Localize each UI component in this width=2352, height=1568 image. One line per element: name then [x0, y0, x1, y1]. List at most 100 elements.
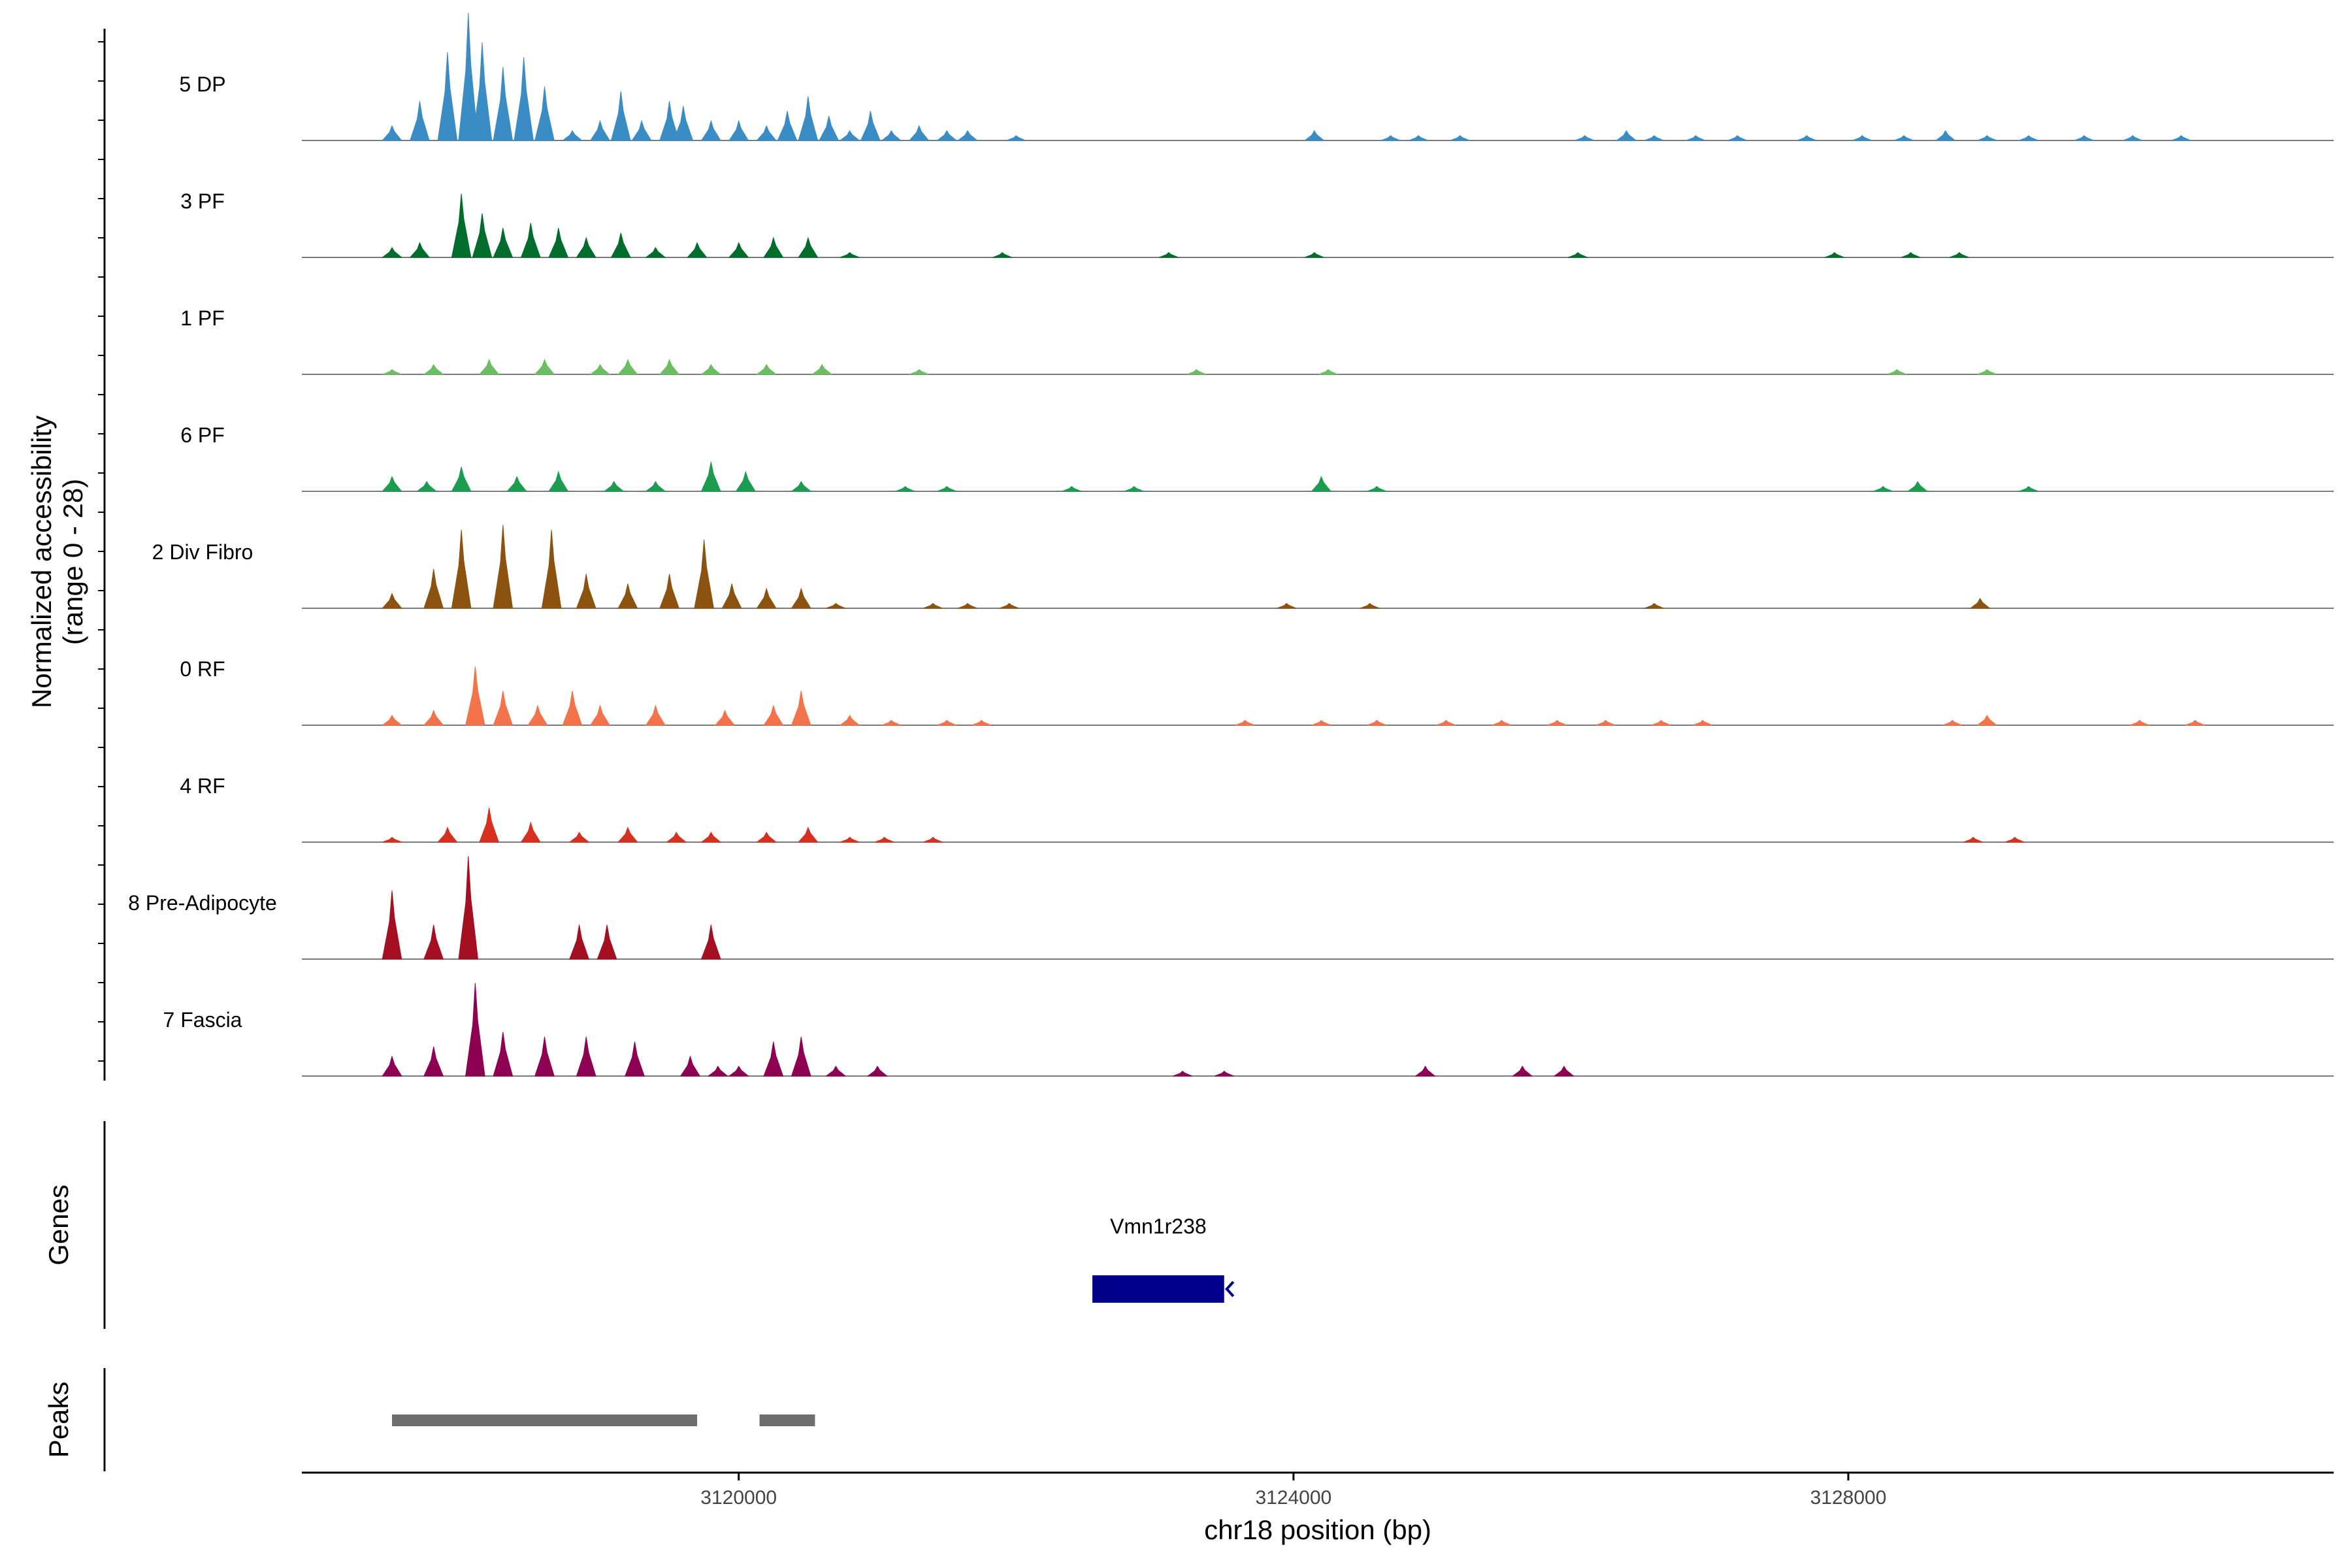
x-tick-label: 3128000 — [1810, 1487, 1887, 1509]
accessibility-peak — [493, 227, 514, 258]
accessibility-peak — [972, 719, 992, 726]
gene-strand-arrow — [1225, 1281, 1235, 1298]
accessibility-peak — [1062, 485, 1082, 492]
accessibility-peak — [617, 583, 638, 609]
accessibility-peak — [1727, 135, 1748, 141]
accessibility-peak — [1969, 598, 1991, 609]
accessibility-peak — [423, 710, 444, 726]
accessibility-peak — [909, 368, 929, 375]
peaks-panel-title: Peaks — [43, 1382, 74, 1458]
accessibility-peak — [589, 704, 611, 726]
accessibility-peak — [645, 247, 666, 258]
track-label: 6 PF — [180, 423, 225, 447]
accessibility-peak — [1311, 476, 1332, 492]
accessibility-peak — [700, 924, 721, 960]
accessibility-peak — [1977, 135, 1997, 141]
accessibility-peak — [1158, 252, 1179, 258]
accessibility-peak — [416, 481, 438, 492]
accessibility-peak — [493, 525, 514, 609]
accessibility-peak — [839, 715, 860, 726]
accessibility-peak — [381, 247, 403, 258]
accessibility-peak — [381, 715, 403, 726]
accessibility-peak — [451, 193, 472, 258]
accessibility-peak — [1547, 719, 1567, 726]
accessibility-peak — [534, 86, 555, 141]
accessibility-peak — [763, 704, 784, 726]
accessibility-peak — [1124, 485, 1144, 492]
accessibility-peak — [1935, 130, 1956, 141]
accessibility-peak — [562, 691, 583, 726]
accessibility-peak — [1186, 368, 1207, 375]
accessibility-peak — [625, 1041, 645, 1077]
accessibility-peak — [923, 602, 943, 609]
x-tick-label: 3120000 — [700, 1487, 777, 1509]
accessibility-peak — [2171, 135, 2191, 141]
accessibility-peak — [1173, 1070, 1192, 1077]
accessibility-peak — [2019, 485, 2038, 492]
accessibility-peak — [1511, 1066, 1533, 1077]
accessibility-peak — [382, 890, 402, 960]
accessibility-peak — [756, 587, 777, 609]
accessibility-peak — [1893, 135, 1914, 141]
accessibility-peak — [1693, 719, 1713, 726]
accessibility-peak — [1492, 719, 1512, 726]
accessibility-peak — [937, 719, 957, 726]
track-8-pre-adipocyte: 8 Pre-Adipocyte — [128, 856, 2334, 960]
accessibility-peak — [999, 602, 1019, 609]
accessibility-peak — [410, 101, 430, 141]
accessibility-peak — [1616, 130, 1637, 141]
accessibility-peak — [700, 461, 721, 492]
accessibility-peak — [937, 485, 957, 492]
accessibility-peak — [1303, 130, 1325, 141]
accessibility-peak — [479, 808, 500, 843]
accessibility-peak — [923, 836, 943, 843]
accessibility-peak — [714, 710, 736, 726]
accessibility-peak — [1963, 836, 1983, 843]
accessibility-peak — [659, 574, 680, 609]
accessibility-peak — [679, 1055, 701, 1077]
accessibility-peak — [382, 476, 402, 492]
accessibility-peak — [1311, 719, 1331, 726]
track-label: 2 Div Fibro — [152, 540, 253, 564]
accessibility-peak — [382, 593, 402, 609]
accessibility-peak — [1575, 135, 1595, 141]
accessibility-peak — [866, 1066, 889, 1077]
track-6-pf: 6 PF — [180, 423, 2334, 492]
track-0-rf: 0 RF — [180, 657, 2334, 726]
accessibility-peak — [1450, 135, 1470, 141]
x-tick-label: 3124000 — [1255, 1487, 1331, 1509]
track-5-dp: 5 DP — [179, 12, 2334, 141]
accessibility-peak — [825, 1066, 847, 1077]
accessibility-peak — [561, 130, 583, 141]
accessibility-peak — [2185, 719, 2205, 726]
accessibility-peak — [1414, 1066, 1436, 1077]
accessibility-peak — [1852, 135, 1872, 141]
accessibility-peak — [1976, 715, 1998, 726]
accessibility-peak — [665, 832, 687, 843]
accessibility-peak — [908, 125, 930, 141]
accessibility-peak — [576, 1036, 596, 1077]
accessibility-peak — [1380, 135, 1401, 141]
track-1-pf: 1 PF — [180, 306, 2334, 375]
accessibility-peak — [721, 583, 742, 609]
accessibility-peak — [596, 924, 617, 960]
accessibility-peak — [1360, 602, 1380, 609]
accessibility-peak — [423, 568, 444, 609]
accessibility-peak — [478, 359, 500, 375]
peaks-track — [391, 1414, 815, 1426]
accessibility-peak — [1942, 719, 1963, 726]
accessibility-peak — [992, 252, 1012, 258]
accessibility-peak — [1436, 719, 1456, 726]
accessibility-peak — [791, 1036, 811, 1077]
track-label: 1 PF — [180, 306, 225, 330]
track-7-fascia: 7 Fascia — [163, 983, 2334, 1077]
accessibility-peak — [409, 242, 431, 258]
accessibility-peak — [860, 110, 881, 141]
accessibility-peak — [694, 539, 714, 609]
accessibility-peak — [755, 364, 777, 375]
accessibility-peak — [1568, 252, 1588, 258]
accessibility-peak — [576, 574, 596, 609]
accessibility-peak — [819, 116, 840, 141]
accessibility-peak — [493, 691, 514, 726]
